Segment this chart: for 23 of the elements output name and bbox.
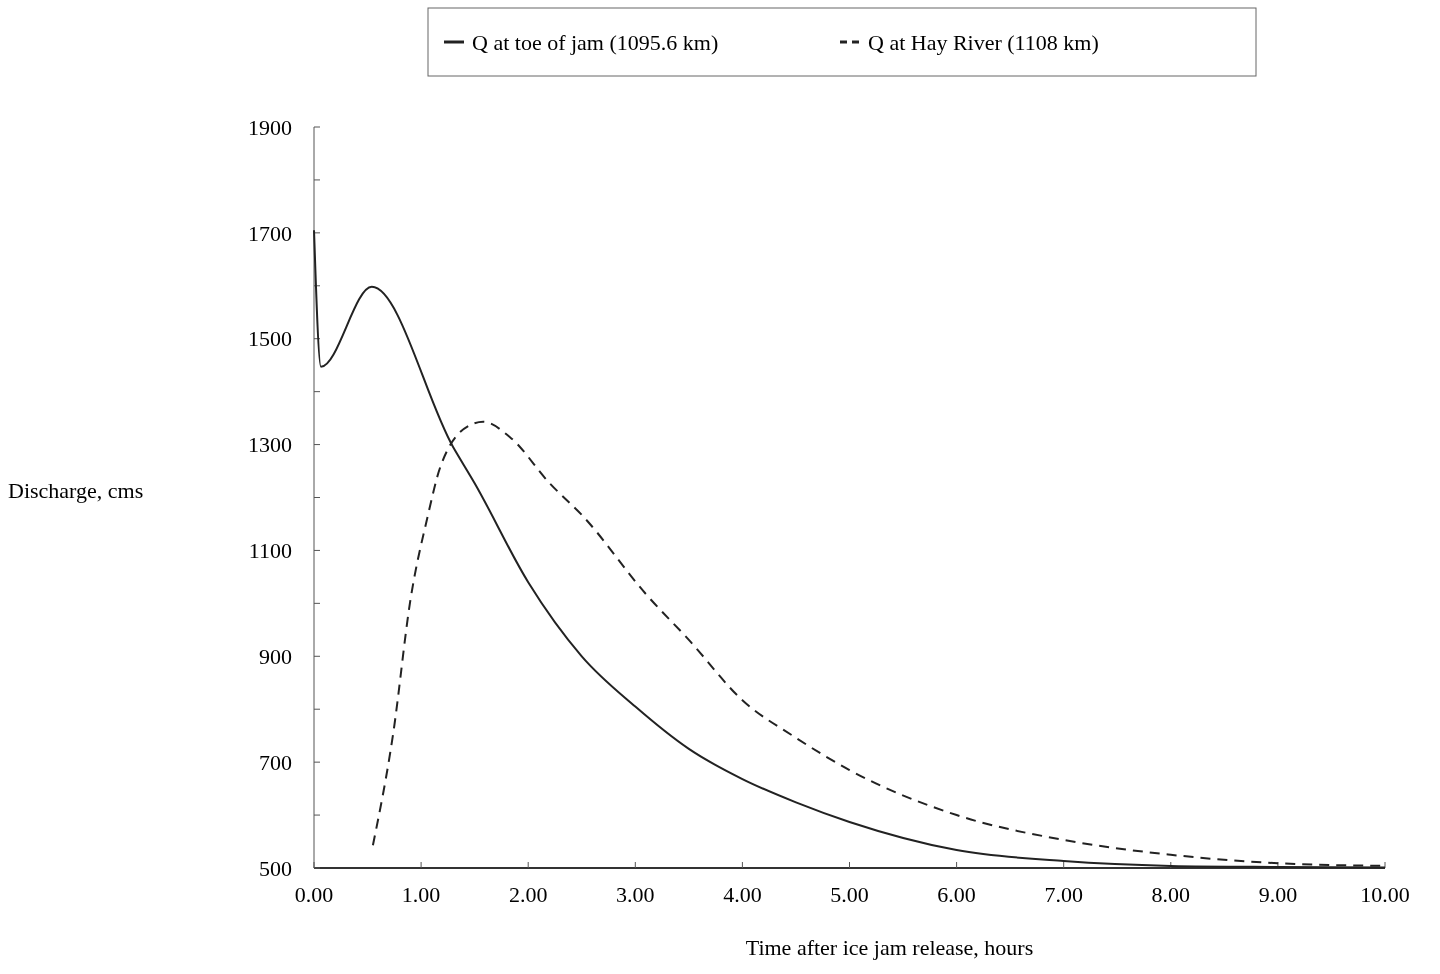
x-tick-label: 0.00 [294, 881, 334, 907]
y-tick-label: 1100 [248, 538, 292, 564]
y-tick-label: 1700 [248, 220, 292, 246]
x-tick-label: 10.00 [1360, 881, 1410, 907]
x-tick-label: 9.00 [1258, 881, 1298, 907]
x-tick-label: 4.00 [723, 881, 762, 907]
x-tick-label: 6.00 [937, 881, 976, 907]
y-tick-label: 700 [259, 749, 292, 775]
y-tick-label: 1900 [248, 114, 292, 140]
x-tick-label: 2.00 [508, 881, 548, 907]
y-tick-label: 1500 [248, 326, 292, 352]
x-tick-label: 8.00 [1151, 881, 1191, 907]
y-axis-title: Discharge, cms [8, 478, 144, 503]
x-tick-label: 1.00 [401, 881, 441, 907]
x-tick-label: 7.00 [1044, 881, 1083, 907]
y-tick-label: 900 [259, 643, 292, 669]
x-tick-label: 5.00 [830, 881, 869, 907]
legend-label: Q at toe of jam (1095.6 km) [472, 29, 719, 55]
x-axis-title: Time after ice jam release, hours [745, 935, 1034, 960]
x-tick-label: 3.00 [616, 881, 655, 907]
y-tick-label: 500 [259, 855, 292, 881]
y-tick-label: 1300 [248, 432, 292, 458]
legend-label: Q at Hay River (1108 km) [868, 29, 1099, 55]
